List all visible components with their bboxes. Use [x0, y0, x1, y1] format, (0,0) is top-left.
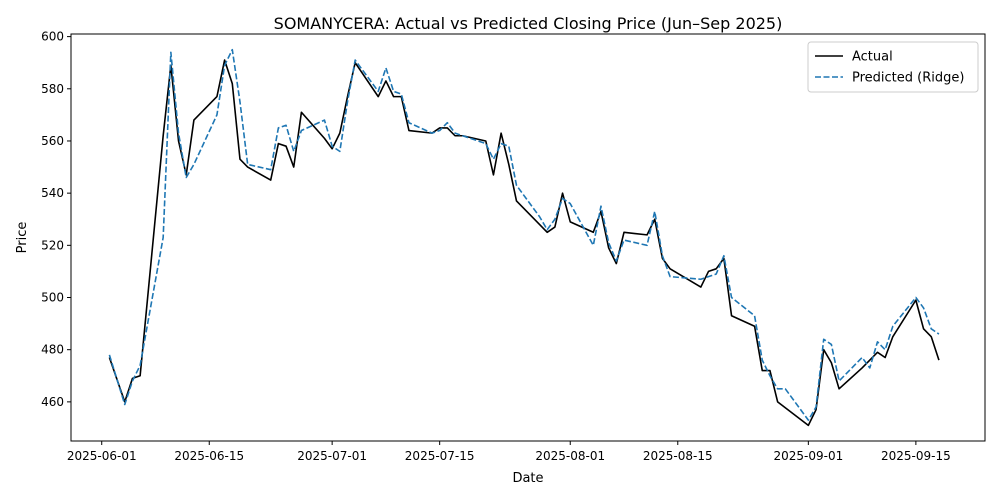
legend-label: Predicted (Ridge) [852, 71, 964, 86]
legend-label: Actual [852, 50, 893, 65]
x-tick-label: 2025-08-15 [643, 449, 713, 463]
y-tick-label: 540 [41, 186, 64, 200]
chart-title: SOMANYCERA: Actual vs Predicted Closing … [274, 14, 783, 33]
y-tick-label: 580 [41, 82, 64, 96]
x-tick-label: 2025-08-01 [535, 449, 605, 463]
y-axis: 460 480 500 520 540 560 580 600 [41, 30, 71, 409]
x-tick-label: 2025-06-01 [67, 449, 137, 463]
x-tick-label: 2025-09-15 [881, 449, 951, 463]
x-axis: 2025-06-01 2025-06-15 2025-07-01 2025-07-15… [67, 441, 951, 463]
x-tick-label: 2025-07-01 [297, 449, 367, 463]
y-tick-label: 600 [41, 30, 64, 44]
series-layer [108, 48, 940, 427]
legend-box [807, 41, 979, 93]
series-line-predicted [108, 48, 940, 421]
series-line-actual [108, 59, 940, 427]
x-axis-label: Date [512, 471, 543, 486]
x-tick-label: 2025-07-15 [405, 449, 475, 463]
y-axis-label: Price [15, 222, 30, 254]
y-tick-label: 520 [41, 238, 64, 252]
legend: Actual Predicted (Ridge) [807, 41, 979, 93]
plot-area [71, 34, 985, 441]
x-tick-label: 2025-09-01 [773, 449, 843, 463]
y-tick-label: 460 [41, 395, 64, 409]
plot-background [71, 34, 985, 441]
x-tick-label: 2025-06-15 [174, 449, 244, 463]
plot-frame [70, 33, 986, 442]
y-tick-label: 480 [41, 343, 64, 357]
y-tick-label: 560 [41, 134, 64, 148]
y-tick-label: 500 [41, 291, 64, 305]
